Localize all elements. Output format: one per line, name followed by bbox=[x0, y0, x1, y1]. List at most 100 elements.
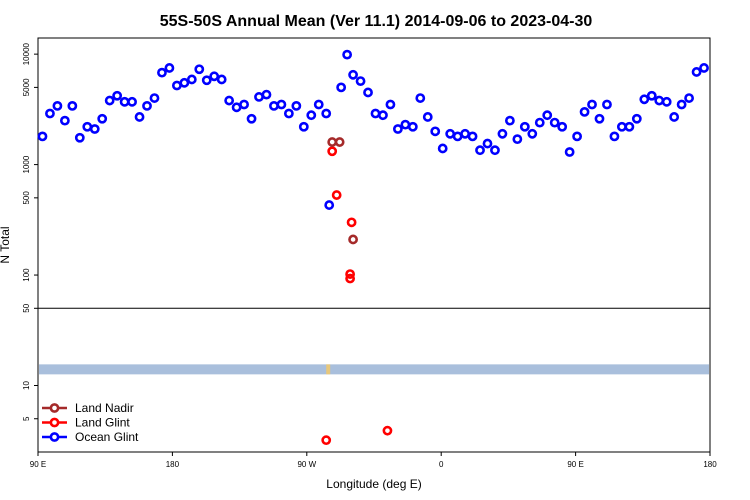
y-tick-label: 100 bbox=[22, 268, 31, 282]
ocean-glint-point bbox=[246, 113, 257, 124]
ocean-glint-point bbox=[512, 134, 523, 145]
x-tick-label: 90 E bbox=[567, 460, 583, 469]
ocean-glint-point bbox=[283, 108, 294, 119]
data-points bbox=[37, 49, 709, 446]
plot-frame bbox=[37, 37, 711, 453]
ocean-glint-point bbox=[430, 126, 441, 137]
ocean-glint-point bbox=[646, 90, 657, 101]
ocean-glint-point bbox=[482, 138, 493, 149]
ocean-glint-point bbox=[572, 131, 582, 142]
ocean-glint-point bbox=[67, 100, 78, 111]
x-tick-label: 90 E bbox=[30, 460, 46, 469]
ocean-glint-point bbox=[475, 145, 485, 156]
ocean-glint-point bbox=[269, 100, 279, 111]
land-glint-point bbox=[331, 190, 342, 200]
ocean-glint-point bbox=[348, 69, 358, 80]
land-glint-point bbox=[346, 217, 357, 228]
x-tick-label: 180 bbox=[166, 460, 180, 469]
land-glint-point bbox=[382, 425, 393, 436]
x-tick-label: 180 bbox=[703, 460, 717, 469]
ocean-glint-point bbox=[534, 117, 545, 128]
land-band-patch bbox=[326, 364, 331, 375]
ocean-glint-point bbox=[239, 99, 249, 110]
ocean-glint-point bbox=[127, 96, 137, 107]
ocean-glint-point bbox=[216, 74, 227, 85]
ocean-glint-point bbox=[467, 131, 478, 142]
ocean-glint-point bbox=[179, 77, 190, 88]
ocean-glint-point bbox=[616, 121, 627, 132]
ocean-glint-point bbox=[209, 71, 220, 82]
ocean-glint-point bbox=[82, 121, 93, 132]
ocean-glint-point bbox=[342, 49, 353, 60]
ocean-glint-point bbox=[460, 128, 470, 139]
ocean-glint-point bbox=[261, 89, 272, 100]
ocean-glint-point bbox=[112, 90, 123, 101]
x-tick-label: 0 bbox=[439, 460, 444, 469]
ocean-glint-point bbox=[276, 99, 287, 110]
ocean-glint-point bbox=[639, 94, 650, 105]
y-tick-label: 10000 bbox=[22, 42, 31, 65]
chart-title: 55S-50S Annual Mean (Ver 11.1) 2014-09-0… bbox=[160, 13, 593, 30]
land-nadir-point bbox=[327, 137, 338, 147]
ocean-glint-point bbox=[201, 75, 212, 86]
legend-marker-ocean-glint bbox=[49, 432, 60, 442]
ocean-glint-point bbox=[594, 113, 605, 124]
ocean-glint-point bbox=[149, 93, 160, 103]
ocean-glint-point bbox=[490, 145, 500, 156]
land-band-strip bbox=[39, 364, 709, 375]
ocean-glint-point bbox=[171, 80, 182, 91]
y-tick-label: 5000 bbox=[22, 78, 31, 96]
y-axis-ticks: 5 10 50 100 500 1000 5000 10000 bbox=[22, 42, 38, 421]
ocean-glint-point bbox=[684, 93, 694, 103]
y-tick-label: 1000 bbox=[22, 155, 31, 173]
ocean-glint-point bbox=[194, 64, 205, 75]
ocean-glint-point bbox=[407, 121, 418, 132]
ocean-glint-point bbox=[324, 200, 335, 210]
ocean-glint-point bbox=[134, 112, 145, 122]
ocean-glint-point bbox=[400, 119, 411, 130]
land-nadir-point bbox=[348, 234, 358, 245]
x-tick-label: 90 W bbox=[297, 460, 316, 469]
ocean-glint-point bbox=[631, 113, 642, 124]
ocean-glint-point bbox=[624, 121, 635, 132]
ocean-glint-point bbox=[97, 113, 108, 124]
ocean-glint-point bbox=[661, 96, 672, 107]
ocean-glint-point bbox=[602, 99, 612, 110]
ocean-glint-point bbox=[392, 124, 403, 134]
land-nadir-point bbox=[334, 137, 345, 147]
land-glint-point bbox=[321, 435, 332, 446]
y-tick-label: 50 bbox=[22, 303, 31, 312]
ocean-glint-point bbox=[549, 117, 560, 128]
ocean-glint-point bbox=[298, 121, 309, 132]
ocean-glint-point bbox=[313, 99, 324, 110]
ocean-glint-point bbox=[321, 108, 332, 119]
ocean-glint-point bbox=[519, 121, 530, 132]
x-axis-label: Longitude (deg E) bbox=[326, 477, 421, 491]
ocean-glint-point bbox=[676, 99, 687, 110]
ocean-glint-point bbox=[254, 92, 264, 102]
ocean-glint-point bbox=[437, 143, 448, 154]
ocean-glint-point bbox=[104, 95, 115, 106]
ocean-glint-point bbox=[385, 99, 396, 110]
ocean-glint-point bbox=[504, 115, 515, 126]
ocean-glint-point bbox=[557, 121, 568, 132]
y-tick-label: 500 bbox=[22, 191, 31, 205]
legend-label-land-glint: Land Glint bbox=[75, 416, 130, 430]
ocean-glint-point bbox=[37, 131, 48, 142]
ocean-glint-point bbox=[45, 108, 55, 119]
ocean-glint-point bbox=[691, 67, 702, 77]
ocean-glint-point bbox=[415, 93, 426, 103]
land-glint-point bbox=[345, 273, 356, 284]
ocean-glint-point bbox=[497, 128, 508, 139]
ocean-glint-point bbox=[699, 63, 709, 73]
ocean-glint-point bbox=[142, 100, 152, 111]
ocean-glint-point bbox=[74, 132, 85, 143]
ocean-glint-point bbox=[669, 112, 680, 122]
ocean-glint-point bbox=[119, 96, 130, 107]
ocean-glint-point bbox=[306, 110, 317, 121]
ocean-glint-point bbox=[445, 128, 456, 139]
y-tick-label: 10 bbox=[22, 381, 31, 390]
legend-marker-land-nadir bbox=[49, 403, 60, 413]
